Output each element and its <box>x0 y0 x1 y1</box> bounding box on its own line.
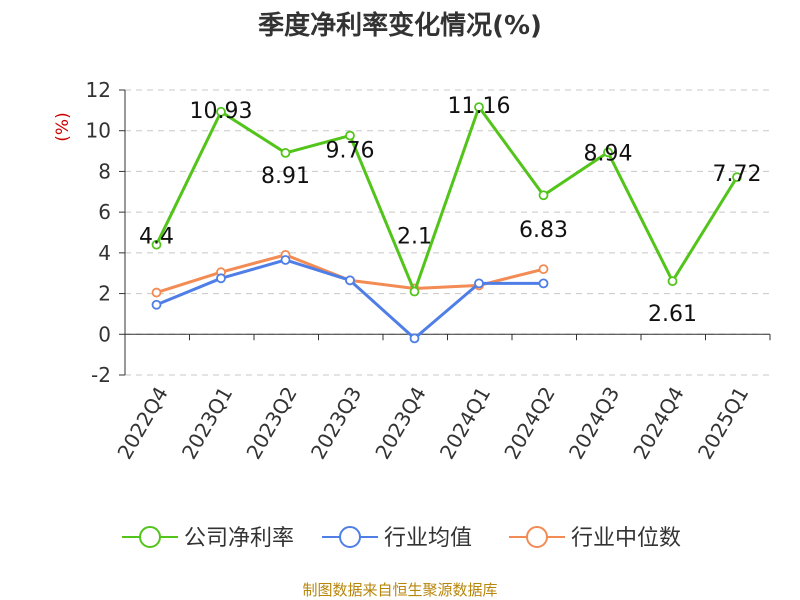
y-tick-label: 10 <box>86 119 111 143</box>
x-tick-label: 2023Q1 <box>177 383 237 464</box>
data-point <box>216 273 226 284</box>
y-tick-label: 0 <box>98 322 111 346</box>
data-label: 8.91 <box>261 164 310 189</box>
grid <box>125 89 770 376</box>
data-point <box>538 190 549 201</box>
x-tick-label: 2024Q2 <box>499 383 559 464</box>
x-tick-label: 2024Q3 <box>564 383 624 464</box>
data-point <box>345 130 355 141</box>
x-tick-label: 2023Q4 <box>370 383 430 464</box>
data-label: 7.72 <box>713 162 762 187</box>
series-line <box>155 105 739 294</box>
chart-title: 季度净利率变化情况(%) <box>258 10 542 41</box>
data-label: 8.94 <box>584 141 633 166</box>
data-point <box>280 148 291 158</box>
data-point <box>603 147 613 158</box>
data-label: 2.1 <box>397 225 432 250</box>
data-point <box>345 275 355 286</box>
data-label: 11.16 <box>448 94 511 119</box>
data-point <box>538 278 549 289</box>
data-label: 4.4 <box>139 225 174 250</box>
y-tick-label: -2 <box>91 363 111 387</box>
series-line <box>156 253 544 294</box>
data-labels: 4.4 10.93 8.91 9.76 2.1 11.16 6.83 8.94 2.61 7.72 <box>139 94 761 327</box>
data-point <box>151 239 162 250</box>
y-tick-label: 4 <box>98 241 111 265</box>
legend-marker <box>526 526 548 548</box>
legend-marker <box>139 526 161 548</box>
source-note: 制图数据来自恒生聚源数据库 <box>302 581 497 599</box>
y-tick-label: 2 <box>98 282 111 306</box>
data-point <box>409 333 420 344</box>
y-tick-label: 8 <box>98 159 111 183</box>
data-label: 9.76 <box>326 139 375 164</box>
data-label: 10.93 <box>190 99 253 124</box>
x-tick-label: 2024Q1 <box>435 383 495 464</box>
legend-label: 公司净利率 <box>184 526 294 551</box>
x-tick-label: 2022Q4 <box>112 383 172 464</box>
y-axis-unit: (%) <box>53 112 73 141</box>
x-tick-label: 2025Q1 <box>693 383 753 464</box>
x-tick-label: 2023Q3 <box>306 383 366 464</box>
legend: 公司净利率 行业均值 行业中位数 <box>122 526 681 551</box>
series-lines <box>151 102 742 344</box>
data-point <box>474 102 484 112</box>
data-point <box>151 299 162 310</box>
x-tick-label: 2023Q2 <box>241 383 301 464</box>
data-point <box>280 255 291 265</box>
data-point <box>538 264 549 275</box>
data-point <box>151 287 162 298</box>
data-point <box>474 278 484 289</box>
data-label: 6.83 <box>519 218 568 243</box>
y-tick-label: 6 <box>98 200 111 224</box>
legend-label: 行业均值 <box>384 526 472 551</box>
data-point <box>216 106 226 117</box>
data-point <box>409 286 420 297</box>
legend-label: 行业中位数 <box>571 526 681 551</box>
legend-marker <box>339 526 361 548</box>
data-label: 2.61 <box>648 302 697 327</box>
data-point <box>732 172 742 183</box>
x-tick-label: 2024Q4 <box>628 383 688 464</box>
data-point <box>667 276 678 287</box>
series-line <box>155 258 544 340</box>
y-tick-label: 12 <box>86 78 111 102</box>
